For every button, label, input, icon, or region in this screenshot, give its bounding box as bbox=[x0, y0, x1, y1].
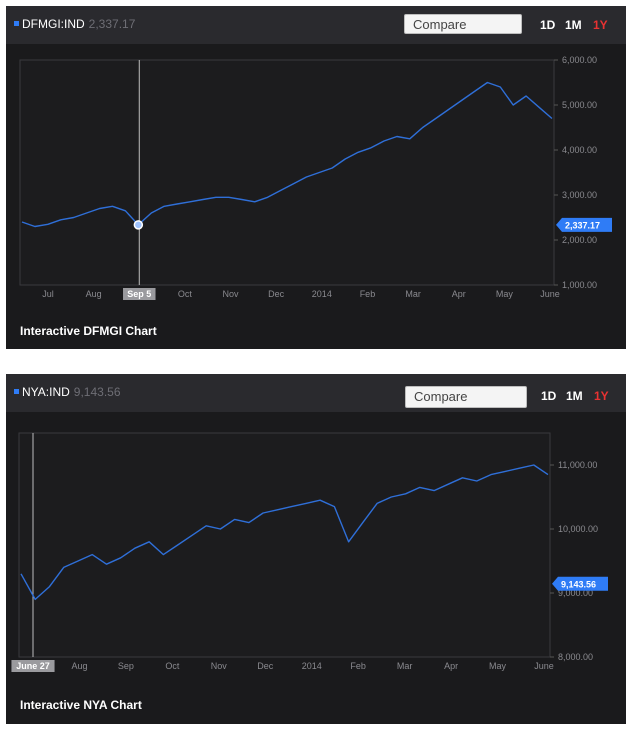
x-tick-label: Aug bbox=[71, 661, 87, 671]
x-tick-label: Feb bbox=[350, 661, 366, 671]
last-value-label: 9,143.56 bbox=[561, 579, 596, 589]
last-value-badge bbox=[556, 217, 612, 232]
chart-plot-dfmgi[interactable]: 1,000.00 2,000.00 3,000.00 4,000.00 5,000.00… bbox=[6, 6, 626, 349]
x-tick-label: 2014 bbox=[302, 661, 322, 671]
chart-panel-dfmgi: DFMGI:IND 2,337.17 Compare 1D 1M 1Y 1,000… bbox=[6, 6, 626, 349]
x-tick-label: Aug bbox=[86, 289, 102, 299]
last-value-label: 2,337.17 bbox=[565, 220, 600, 230]
y-tick-label: 6,000.00 bbox=[562, 55, 597, 65]
x-tick-label: Nov bbox=[223, 289, 240, 299]
x-tick-label: Apr bbox=[452, 289, 466, 299]
x-tick-label: May bbox=[489, 661, 507, 671]
chart-header: DFMGI:IND 2,337.17 Compare 1D 1M 1Y bbox=[6, 6, 626, 44]
chart-plot-nya[interactable]: 8,000.00 9,000.00 10,000.00 11,000.00 June 2… bbox=[6, 374, 626, 724]
x-tick-label: Jul bbox=[42, 289, 54, 299]
x-tick-label: Feb bbox=[360, 289, 376, 299]
x-tick-label: Nov bbox=[211, 661, 228, 671]
ticker-symbol: NYA:IND bbox=[22, 385, 70, 399]
ticker-label: DFMGI:IND 2,337.17 bbox=[14, 17, 135, 31]
chart-footer-title: Interactive NYA Chart bbox=[20, 698, 142, 712]
crosshair-point bbox=[133, 220, 144, 230]
y-tick-label: 3,000.00 bbox=[562, 190, 597, 200]
y-tick-label: 4,000.00 bbox=[562, 145, 597, 155]
y-tick-label: 10,000.00 bbox=[558, 524, 598, 534]
y-tick-label: 5,000.00 bbox=[562, 100, 597, 110]
chart-header: NYA:IND 9,143.56 Compare 1D 1M 1Y bbox=[6, 374, 626, 412]
y-tick-label: 2,000.00 bbox=[562, 235, 597, 245]
last-value-badge bbox=[552, 576, 608, 591]
range-1y-button[interactable]: 1Y bbox=[593, 18, 608, 32]
series-line bbox=[20, 464, 549, 601]
series-color-icon bbox=[14, 21, 19, 26]
x-tick-label: 2014 bbox=[312, 289, 332, 299]
range-1m-button[interactable]: 1M bbox=[565, 18, 582, 32]
range-1d-button[interactable]: 1D bbox=[540, 18, 556, 32]
x-tick-label: June bbox=[534, 661, 554, 671]
plot-frame bbox=[19, 59, 555, 286]
range-1d-button[interactable]: 1D bbox=[541, 389, 557, 403]
ticker-last-value: 2,337.17 bbox=[88, 17, 136, 31]
chart-footer-title: Interactive DFMGI Chart bbox=[20, 324, 157, 338]
chart-panel-nya: NYA:IND 9,143.56 Compare 1D 1M 1Y 8,000.0… bbox=[6, 374, 626, 724]
x-tick-label: Apr bbox=[444, 661, 458, 671]
range-1m-button[interactable]: 1M bbox=[566, 389, 583, 403]
series-color-icon bbox=[14, 389, 19, 394]
compare-input[interactable]: Compare bbox=[404, 14, 522, 34]
x-tick-label: May bbox=[496, 289, 514, 299]
x-tick-label: Mar bbox=[405, 289, 421, 299]
crosshair-date-badge bbox=[123, 288, 156, 300]
y-tick-label: 11,000.00 bbox=[558, 460, 597, 470]
y-tick-label: 9,000.00 bbox=[558, 588, 593, 598]
ticker-label: NYA:IND 9,143.56 bbox=[14, 385, 121, 399]
x-tick-label: Oct bbox=[165, 661, 180, 671]
y-tick-label: 1,000.00 bbox=[562, 280, 597, 290]
x-tick-label: Mar bbox=[397, 661, 413, 671]
y-tick-label: 8,000.00 bbox=[558, 652, 593, 662]
x-tick-label: June bbox=[540, 289, 560, 299]
series-line bbox=[21, 81, 553, 228]
x-tick-label: Sep 5 bbox=[127, 289, 151, 299]
x-tick-label: June 27 bbox=[16, 661, 50, 671]
range-1y-button[interactable]: 1Y bbox=[594, 389, 609, 403]
x-tick-label: Dec bbox=[257, 661, 274, 671]
x-tick-label: Oct bbox=[178, 289, 193, 299]
crosshair-date-badge bbox=[11, 660, 55, 672]
ticker-symbol: DFMGI:IND bbox=[22, 17, 85, 31]
ticker-last-value: 9,143.56 bbox=[73, 385, 121, 399]
x-tick-label: Dec bbox=[268, 289, 285, 299]
x-tick-label: Sep bbox=[118, 661, 134, 671]
compare-input[interactable]: Compare bbox=[405, 386, 527, 408]
plot-frame bbox=[18, 432, 551, 658]
